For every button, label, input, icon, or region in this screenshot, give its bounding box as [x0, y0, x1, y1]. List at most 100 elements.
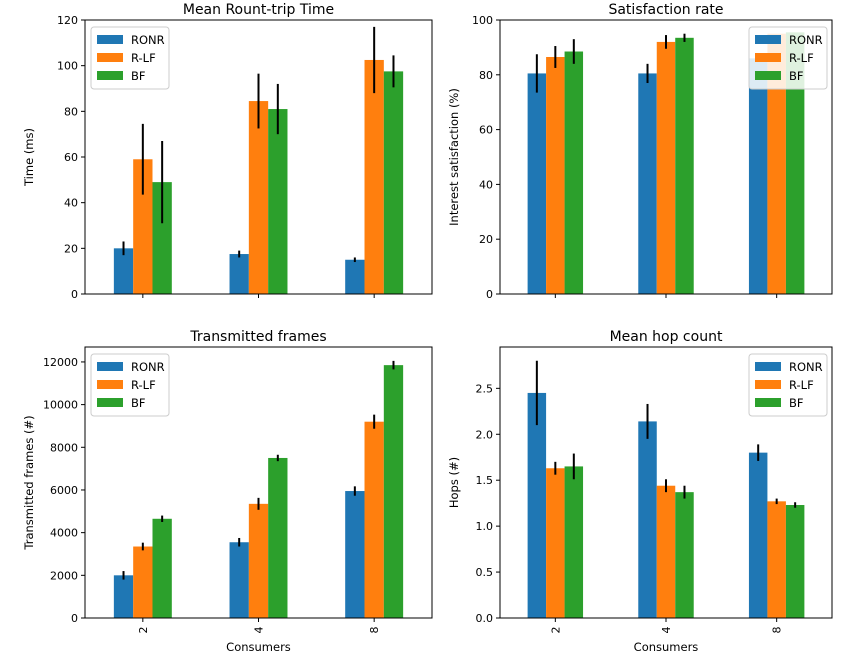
legend-swatch — [97, 71, 123, 80]
bar-r-lf — [364, 59, 384, 295]
bar-bf — [785, 32, 805, 294]
bar-bf — [564, 51, 584, 295]
y-tick-label: 8000 — [50, 441, 78, 454]
y-tick-label: 4000 — [50, 527, 78, 540]
bar-ronr — [527, 73, 547, 295]
y-tick-label: 40 — [64, 197, 78, 210]
x-tick-label: 4 — [253, 627, 266, 634]
legend: RONR R-LF BF — [748, 353, 828, 417]
legend-label: R-LF — [131, 378, 156, 392]
chart-title: Satisfaction rate — [608, 2, 723, 18]
bar-bf — [675, 492, 694, 618]
legend-swatch — [97, 398, 123, 407]
legend-swatch — [755, 398, 781, 407]
y-axis-label: Transmitted frames (#) — [22, 415, 36, 550]
bar-ronr — [748, 58, 768, 294]
bar-ronr — [113, 575, 134, 618]
legend-swatch — [755, 71, 781, 80]
bar-r-lf — [656, 485, 676, 618]
y-tick-label: 0 — [71, 612, 78, 625]
bar-ronr — [345, 491, 365, 618]
chart-title: Transmitted frames — [189, 329, 326, 345]
bar-r-lf — [767, 33, 786, 294]
legend-swatch — [97, 35, 123, 44]
legend-swatch — [97, 380, 123, 389]
legend-label: RONR — [131, 33, 165, 47]
y-tick-label: 80 — [479, 69, 493, 82]
bar-ronr — [638, 73, 657, 295]
bar-bf — [152, 518, 172, 618]
legend-swatch — [755, 53, 781, 62]
bar-r-lf — [767, 501, 786, 618]
legend-label: RONR — [789, 360, 823, 374]
legend-swatch — [755, 35, 781, 44]
bar-r-lf — [546, 468, 565, 618]
bar-r-lf — [133, 159, 153, 294]
legend: RONR R-LF BF — [90, 353, 170, 417]
bar-r-lf — [546, 56, 565, 294]
bar-r-lf — [248, 101, 269, 294]
legend-label: RONR — [131, 360, 165, 374]
y-tick-label: 0.0 — [476, 612, 494, 625]
bar-bf — [383, 365, 404, 618]
legend-label: R-LF — [789, 378, 814, 392]
legend-label: R-LF — [789, 51, 814, 65]
chart-panel: 0.0 0.5 1.0 1.5 2.0 2.5 2 4 8 Mean hop count Hops … — [447, 329, 833, 654]
chart-panel: 0 20 40 60 80 100 Satisfaction rate Interest sa… — [447, 2, 833, 301]
legend-label: RONR — [789, 33, 823, 47]
legend-label: BF — [131, 396, 146, 410]
x-axis-label: Consumers — [226, 640, 291, 654]
y-axis-label: Hops (#) — [447, 457, 461, 508]
y-axis-label: Time (ms) — [22, 128, 36, 187]
y-tick-label: 2.0 — [476, 428, 494, 441]
bar-r-lf — [133, 546, 153, 618]
y-tick-label: 20 — [64, 242, 78, 255]
legend-label: BF — [789, 396, 804, 410]
y-tick-label: 2.5 — [476, 382, 494, 395]
bar-ronr — [229, 254, 249, 294]
y-tick-label: 0.5 — [476, 566, 494, 579]
y-tick-label: 1.0 — [476, 520, 494, 533]
y-tick-label: 40 — [479, 178, 493, 191]
y-tick-label: 12000 — [43, 356, 78, 369]
legend-swatch — [97, 53, 123, 62]
bar-ronr — [229, 542, 249, 618]
chart-panel: 0 20 40 60 80 100 120 Mean Rount-trip Time Time … — [22, 2, 433, 301]
y-axis-label: Interest satisfaction (%) — [447, 88, 461, 226]
bar-bf — [268, 457, 288, 618]
x-tick-label: 4 — [660, 627, 673, 634]
bar-ronr — [748, 452, 768, 618]
y-tick-label: 120 — [57, 14, 78, 27]
bar-ronr — [527, 392, 547, 618]
y-tick-label: 80 — [64, 105, 78, 118]
y-tick-label: 0 — [71, 288, 78, 301]
chart-panel: 0 2000 4000 6000 8000 10000 12000 2 4 8 Transmitte… — [22, 329, 433, 654]
x-axis-label: Consumers — [634, 640, 699, 654]
y-tick-label: 6000 — [50, 484, 78, 497]
bar-bf — [785, 505, 805, 618]
legend-label: R-LF — [131, 51, 156, 65]
legend-label: BF — [131, 69, 146, 83]
y-tick-label: 100 — [57, 60, 78, 73]
y-tick-label: 1.5 — [476, 474, 494, 487]
bar-bf — [268, 109, 288, 294]
y-tick-label: 0 — [486, 288, 493, 301]
legend: RONR R-LF BF — [90, 26, 170, 90]
y-tick-label: 10000 — [43, 399, 78, 412]
bar-r-lf — [656, 41, 676, 294]
chart-title: Mean Rount-trip Time — [183, 2, 334, 18]
y-tick-label: 20 — [479, 233, 493, 246]
x-tick-label: 8 — [368, 627, 381, 634]
bar-r-lf — [364, 421, 384, 618]
x-tick-label: 8 — [771, 627, 784, 634]
bar-bf — [675, 37, 694, 295]
legend-swatch — [755, 362, 781, 371]
bar-ronr — [345, 259, 365, 294]
bar-bf — [564, 466, 584, 618]
x-tick-label: 2 — [549, 627, 562, 634]
y-tick-label: 60 — [479, 124, 493, 137]
bar-ronr — [638, 421, 657, 618]
y-tick-label: 60 — [64, 151, 78, 164]
bar-r-lf — [248, 503, 269, 618]
legend: RONR R-LF BF — [748, 26, 828, 90]
